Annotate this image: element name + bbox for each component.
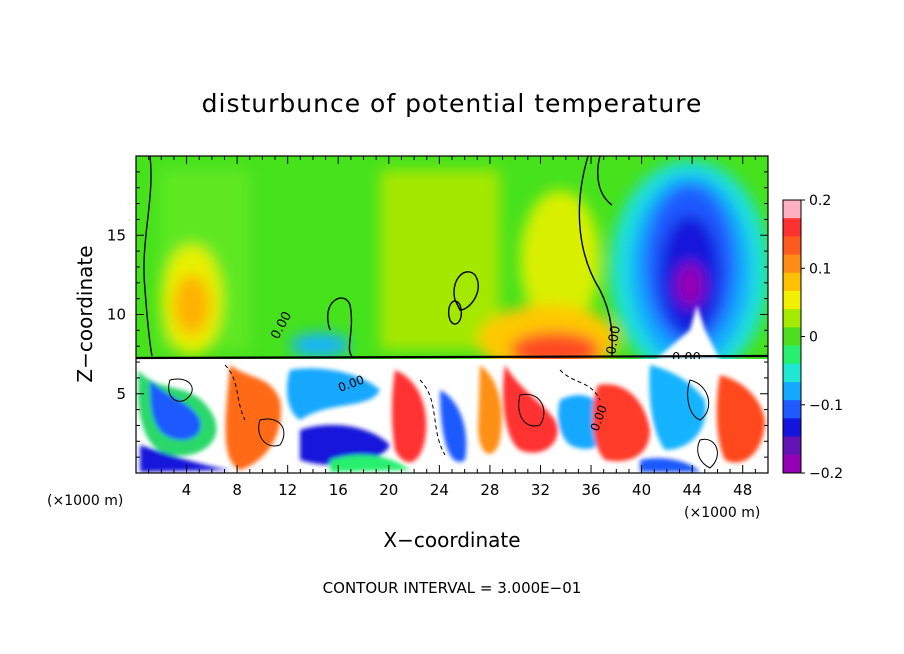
colorbar-tick-label: 0.2 xyxy=(809,193,831,209)
x-tick-label: 8 xyxy=(232,481,242,499)
chart-title: disturbunce of potential temperature xyxy=(202,89,703,118)
contour-line xyxy=(578,156,613,357)
white-spike xyxy=(655,305,720,360)
colorbar-swatch xyxy=(783,400,801,419)
contour-line xyxy=(697,438,718,469)
contour-interval-footer: CONTOUR INTERVAL = 3.000E−01 xyxy=(323,579,582,597)
blob xyxy=(150,380,201,440)
contour-line xyxy=(327,297,353,357)
y-tick-label: 15 xyxy=(107,226,126,244)
contour-line xyxy=(168,378,193,402)
x-tick-label: 44 xyxy=(683,481,702,499)
colorbar-tick-label: −0.2 xyxy=(809,466,843,482)
x-tick-label: 40 xyxy=(632,481,651,499)
x-axis-label: X−coordinate xyxy=(383,528,520,552)
colorbar-swatch xyxy=(783,218,801,237)
contour-label: 0.00 xyxy=(604,325,624,356)
blob xyxy=(592,384,650,462)
contour-line xyxy=(143,156,153,357)
y-tick-label: 5 xyxy=(116,385,126,403)
colorbar: 0.2 0.1 0 −0.1 −0.2 xyxy=(782,193,843,482)
x-unit-right: (×1000 m) xyxy=(684,505,760,521)
orange-left xyxy=(174,275,210,335)
colorbar-swatch xyxy=(783,236,801,256)
colorbar-swatch xyxy=(783,363,801,383)
x-tick-label: 20 xyxy=(379,481,398,499)
colorbar-swatch xyxy=(783,418,801,438)
blob xyxy=(287,368,380,420)
x-unit-left: (×1000 m) xyxy=(47,493,123,509)
colorbar-swatch xyxy=(783,327,801,347)
colorbar-swatch xyxy=(783,254,801,274)
purple-right xyxy=(676,263,704,307)
contour-line xyxy=(687,379,710,421)
colorbar-swatch xyxy=(783,454,801,474)
contour-lines-lower xyxy=(168,364,718,469)
y-axis-label: Z−coordinate xyxy=(73,245,97,382)
plot-area: 0.00 0.00 0.00 xyxy=(136,156,768,473)
colorbar-swatch xyxy=(783,291,801,310)
blob xyxy=(440,390,467,462)
x-tick-label: 48 xyxy=(733,481,752,499)
blob xyxy=(478,365,502,454)
x-tick-label: 24 xyxy=(430,481,449,499)
colorbar-swatch xyxy=(783,309,801,328)
x-tick-label: 12 xyxy=(278,481,297,499)
contour-line xyxy=(518,393,545,427)
x-axis: 4 8 12 16 20 24 28 32 36 40 44 48 xyxy=(148,156,756,499)
contour-line xyxy=(419,379,446,456)
blob xyxy=(716,375,765,463)
x-tick-label: 36 xyxy=(581,481,600,499)
y-axis: 5 10 15 xyxy=(107,171,768,458)
colorbar-tick-label: −0.1 xyxy=(809,398,843,414)
contour-line xyxy=(453,271,479,311)
colorbar-tick-label: 0 xyxy=(809,330,818,346)
cyan-small-left xyxy=(290,333,350,357)
interface-line xyxy=(136,354,768,360)
turbulent-blobs xyxy=(138,365,765,472)
colorbar-swatch xyxy=(783,345,801,365)
x-tick-label: 32 xyxy=(531,481,550,499)
x-tick-label: 16 xyxy=(329,481,348,499)
x-tick-label: 4 xyxy=(182,481,192,499)
y-tick-label: 10 xyxy=(107,306,126,324)
blob xyxy=(140,445,230,472)
blob xyxy=(330,454,410,472)
colorbar-swatch xyxy=(783,436,801,456)
blob xyxy=(391,370,427,463)
band-yellowgreen-mid xyxy=(380,170,500,350)
contour-line xyxy=(224,364,246,421)
x-tick-label: 28 xyxy=(480,481,499,499)
colorbar-ticks: 0.2 0.1 0 −0.1 −0.2 xyxy=(801,193,843,482)
contour-line xyxy=(258,418,285,447)
colorbar-swatches xyxy=(783,200,801,474)
colorbar-swatch xyxy=(783,382,801,401)
upper-blobs xyxy=(160,160,768,380)
upper-field: 0.00 0.00 0.00 xyxy=(136,156,768,380)
contour-lines-upper xyxy=(143,156,613,357)
colorbar-tick-label: 0.1 xyxy=(809,261,831,277)
contour-line xyxy=(448,300,462,325)
colorbar-swatch xyxy=(783,272,801,292)
blob xyxy=(640,458,700,472)
lower-field: 0.00 0.00 xyxy=(136,359,768,473)
contour-line xyxy=(597,156,613,206)
blob xyxy=(649,365,706,450)
blob xyxy=(503,365,558,453)
colorbar-swatch xyxy=(783,200,801,219)
